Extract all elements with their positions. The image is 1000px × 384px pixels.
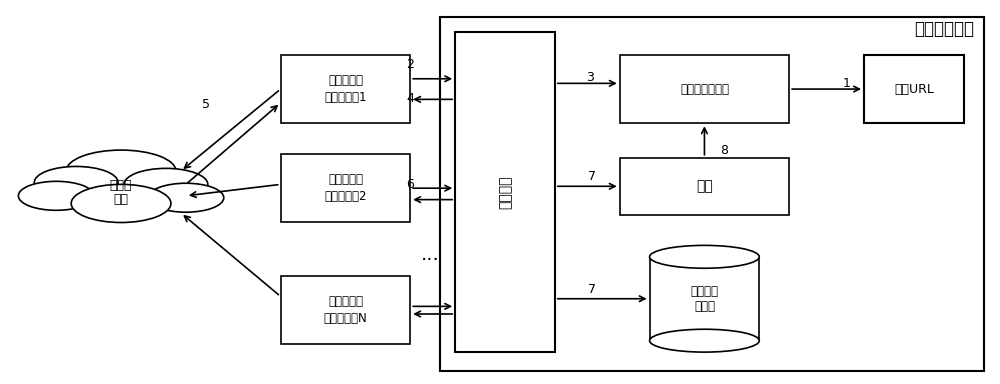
Text: 网页信息: 网页信息 <box>690 285 718 298</box>
Circle shape <box>148 183 224 212</box>
Text: 浏览器插件: 浏览器插件 <box>328 295 363 308</box>
Text: 爬虫客户端2: 爬虫客户端2 <box>324 190 367 203</box>
Text: 待抓取网页队列: 待抓取网页队列 <box>680 83 729 96</box>
FancyBboxPatch shape <box>864 55 964 123</box>
Text: 7: 7 <box>588 170 596 183</box>
Text: 互联网: 互联网 <box>110 179 132 192</box>
FancyBboxPatch shape <box>620 158 789 215</box>
Text: 1: 1 <box>843 77 851 90</box>
FancyBboxPatch shape <box>650 257 759 341</box>
Ellipse shape <box>650 329 759 352</box>
Text: 初始URL: 初始URL <box>894 83 934 96</box>
Circle shape <box>34 166 118 199</box>
Text: ...: ... <box>421 245 440 265</box>
FancyBboxPatch shape <box>281 154 410 222</box>
FancyBboxPatch shape <box>620 55 789 123</box>
Text: 调度模块: 调度模块 <box>498 175 512 209</box>
Circle shape <box>71 184 171 222</box>
Text: 浏览器插件: 浏览器插件 <box>328 173 363 186</box>
Text: 网页: 网页 <box>114 193 129 206</box>
Text: 6: 6 <box>406 178 414 191</box>
Text: 数据库: 数据库 <box>694 300 715 313</box>
Circle shape <box>18 181 94 210</box>
Text: 4: 4 <box>406 92 414 105</box>
Text: 去重: 去重 <box>696 179 713 193</box>
Text: 5: 5 <box>202 98 210 111</box>
Text: 2: 2 <box>406 58 414 71</box>
Text: 浏览器插件: 浏览器插件 <box>328 74 363 87</box>
Circle shape <box>124 168 208 200</box>
Text: 爬虫服务器端: 爬虫服务器端 <box>914 20 974 38</box>
Text: 爬虫客户端1: 爬虫客户端1 <box>324 91 367 104</box>
FancyBboxPatch shape <box>455 32 555 352</box>
Text: 爬虫客户端N: 爬虫客户端N <box>324 312 367 325</box>
Text: 7: 7 <box>588 283 596 296</box>
Text: 8: 8 <box>720 144 728 157</box>
Circle shape <box>66 150 176 192</box>
Text: 3: 3 <box>586 71 594 84</box>
FancyBboxPatch shape <box>281 276 410 344</box>
FancyBboxPatch shape <box>281 55 410 123</box>
Ellipse shape <box>650 245 759 268</box>
